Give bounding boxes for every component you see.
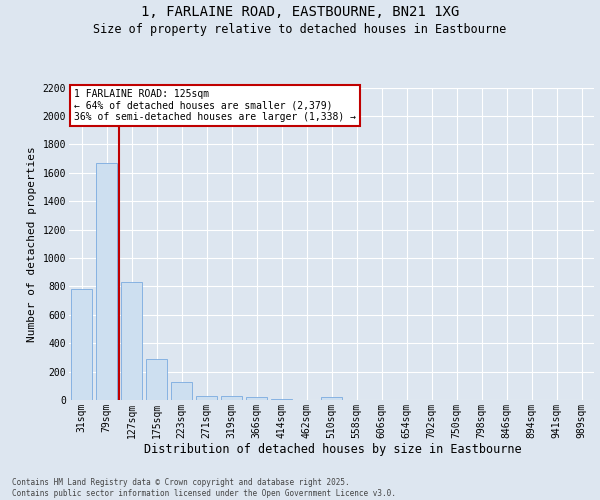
- Text: Size of property relative to detached houses in Eastbourne: Size of property relative to detached ho…: [94, 22, 506, 36]
- Y-axis label: Number of detached properties: Number of detached properties: [27, 146, 37, 342]
- Bar: [246, 397, 267, 400]
- Bar: [171, 382, 192, 400]
- Bar: [146, 359, 167, 400]
- Bar: [71, 289, 92, 400]
- Text: Contains HM Land Registry data © Crown copyright and database right 2025.
Contai: Contains HM Land Registry data © Crown c…: [12, 478, 396, 498]
- Text: 1, FARLAINE ROAD, EASTBOURNE, BN21 1XG: 1, FARLAINE ROAD, EASTBOURNE, BN21 1XG: [141, 5, 459, 19]
- Text: Distribution of detached houses by size in Eastbourne: Distribution of detached houses by size …: [144, 442, 522, 456]
- Bar: [121, 282, 142, 400]
- Text: 1 FARLAINE ROAD: 125sqm
← 64% of detached houses are smaller (2,379)
36% of semi: 1 FARLAINE ROAD: 125sqm ← 64% of detache…: [74, 89, 356, 122]
- Bar: [196, 396, 217, 400]
- Bar: [321, 397, 342, 400]
- Bar: [96, 163, 117, 400]
- Bar: [221, 396, 242, 400]
